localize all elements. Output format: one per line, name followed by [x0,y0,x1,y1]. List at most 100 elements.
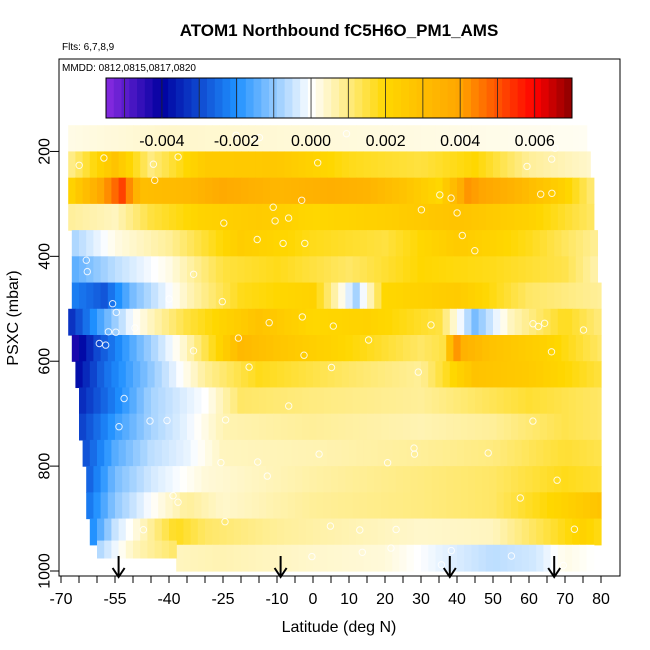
sample-point [298,313,306,321]
heatmap-cell [341,361,350,389]
heatmap-cell [341,439,350,467]
heatmap-cell [424,335,433,362]
heatmap-cell [179,256,188,284]
heatmap-cell [392,203,400,231]
heatmap-cell [115,413,123,441]
heatmap-cell [226,361,235,389]
heatmap-cell [327,177,336,205]
heatmap-cell [82,177,91,205]
heatmap-cell [190,125,199,153]
heatmap-cell [338,466,346,493]
colorbar-swatch [261,78,270,118]
heatmap-cell [97,151,105,179]
heatmap-cell [154,361,163,389]
heatmap-cell [133,151,141,179]
heatmap-cell [212,544,220,572]
colorbar-swatch [540,78,550,118]
heatmap-cell [478,544,487,572]
heatmap-cell [273,230,282,257]
heatmap-cell [154,518,163,546]
heatmap-cell [277,518,285,546]
heatmap-cell [75,177,84,205]
heatmap-cell [89,518,98,546]
heatmap-cell [356,361,364,389]
heatmap-cell [295,413,303,441]
heatmap-cell [381,282,390,310]
heatmap-cell [255,518,264,546]
heatmap-cell [475,256,483,284]
heatmap-cell [579,125,588,153]
heatmap-cell [406,308,415,336]
heatmap-cell [233,151,242,179]
heatmap-cell [244,335,253,362]
heatmap-cell [561,230,570,257]
heatmap-cell [68,151,76,179]
heatmap-cell [503,492,512,520]
heatmap-cell [75,125,84,153]
heatmap-cell [410,282,418,310]
x-tick-label: -25 [211,591,234,608]
heatmap-cell [280,413,289,441]
heatmap-cell [413,177,422,205]
sample-point [151,176,159,185]
heatmap-cell [431,256,440,284]
heatmap-cell [518,230,526,257]
heatmap-cell [457,177,465,205]
heatmap-cell [417,413,426,441]
heatmap-cell [197,361,206,389]
heatmap-cell [507,125,516,153]
heatmap-cell [334,151,343,179]
sample-point [83,267,92,276]
heatmap-cell [590,282,598,310]
heatmap-cell [194,230,202,257]
sample-point [570,525,579,533]
colorbar-swatch [331,78,340,118]
heatmap-cell [244,413,253,441]
heatmap-cell [172,230,181,257]
heatmap-cell [561,282,570,310]
heatmap-cell [431,230,440,257]
heatmap-cell [511,282,519,310]
heatmap-cell [514,125,523,153]
heatmap-cell [431,413,440,441]
heatmap-cell [406,125,415,153]
heatmap-cell [568,335,577,362]
heatmap-cell [471,518,480,546]
heatmap-cell [467,256,476,284]
sample-point [108,300,117,308]
heatmap-cell [417,466,426,493]
heatmap-cell [331,466,339,493]
heatmap-cell [478,308,487,336]
heatmap-cell [331,282,339,310]
heatmap-cell [183,203,192,231]
sample-point [139,526,148,534]
heatmap-cell [115,466,123,493]
heatmap-cell [478,203,487,231]
profile-marker-arrowhead [442,567,457,579]
colorbar-swatch [284,78,293,118]
heatmap-cell [176,308,184,336]
heatmap-cell [331,492,339,520]
heatmap-cell [298,361,307,389]
heatmap-cell [97,361,105,389]
heatmap-cell [500,203,508,231]
heatmap-cell [197,125,206,153]
heatmap-cell [133,540,141,559]
sample-point [458,231,466,240]
heatmap-cell [97,439,105,467]
heatmap-cell [359,466,368,493]
heatmap-cell [507,439,516,467]
heatmap-cell [251,492,260,520]
heatmap-cell [493,518,501,546]
heatmap-cell [575,230,584,257]
heatmap-cell [597,335,602,362]
heatmap-cell [107,282,116,310]
heatmap-cell [305,177,314,205]
heatmap-cell [341,125,350,153]
heatmap-cell [442,125,451,153]
heatmap-cell [568,230,577,257]
heatmap-cell [381,387,390,415]
heatmap-cell [532,413,541,441]
heatmap-cell [183,125,192,153]
heatmap-cell [471,439,480,467]
